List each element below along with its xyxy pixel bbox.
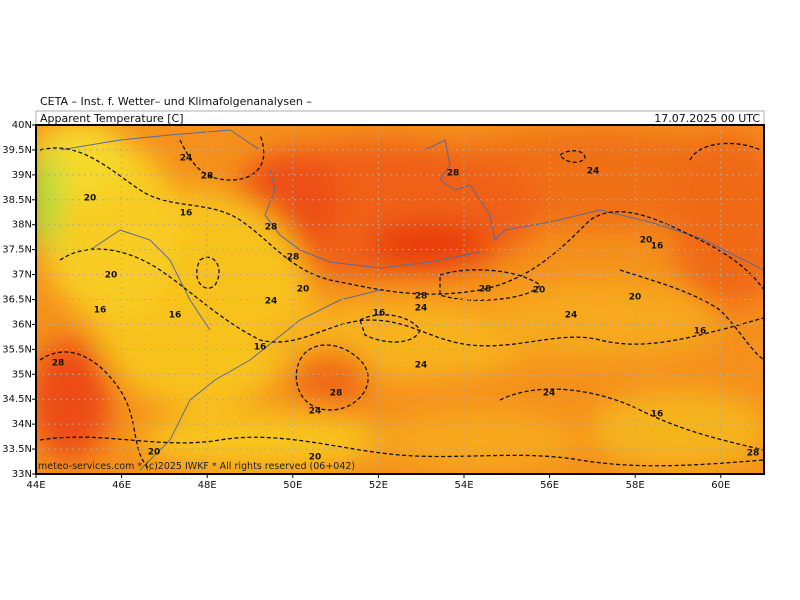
contour-label: 24 [565, 311, 578, 321]
contour-label: 28 [52, 359, 65, 369]
contour-label: 20 [309, 453, 322, 463]
lat-label: 38.5N [2, 195, 32, 206]
contour-label: 16 [694, 327, 707, 337]
contour-label: 16 [254, 343, 267, 353]
contour-label: 20 [297, 285, 310, 295]
contour-label: 24 [265, 297, 278, 307]
contour-label: 24 [587, 167, 600, 177]
contour-label: 20 [533, 286, 546, 296]
lat-label: 35N [12, 369, 32, 380]
contour-label: 28 [415, 292, 428, 302]
lon-label: 54E [454, 480, 473, 491]
field [36, 125, 764, 474]
coastlines [59, 129, 764, 471]
contour-label: 16 [651, 242, 664, 252]
contour-label: 16 [373, 309, 386, 319]
contour-label: 20 [640, 236, 653, 246]
lat-label: 33.5N [2, 444, 32, 455]
subtitle: Apparent Temperature [C] [40, 112, 184, 125]
lon-label: 58E [626, 480, 645, 491]
lat-label: 33N [12, 469, 32, 480]
lat-label: 38N [12, 220, 32, 231]
contour-label: 28 [479, 285, 492, 295]
header-title: CETA – Inst. f. Wetter– und Klimafolgena… [40, 95, 312, 108]
contour-label: 28 [265, 223, 278, 233]
lat-label: 37N [12, 270, 32, 281]
lat-label: 35.5N [2, 344, 32, 355]
date: 17.07.2025 00 UTC [654, 112, 760, 125]
lon-label: 56E [540, 480, 559, 491]
lat-label: 36.5N [2, 295, 32, 306]
contour-label: 24 [543, 389, 556, 399]
contour-label: 24 [415, 304, 428, 314]
lon-label: 46E [112, 480, 131, 491]
map-frame [35, 124, 765, 475]
contour-label: 28 [201, 172, 214, 182]
credit: meteo-services.com * (c)2025 IWKF * All … [38, 461, 355, 472]
lat-label: 37.5N [2, 245, 32, 256]
contour-label: 20 [105, 271, 118, 281]
contour-label: 20 [148, 448, 161, 458]
contour-label: 20 [84, 194, 97, 204]
contour-label: 28 [447, 169, 460, 179]
lat-label: 34N [12, 419, 32, 430]
contour-label: 16 [94, 306, 107, 316]
contour-label: 28 [330, 389, 343, 399]
contour-label: 24 [180, 154, 193, 164]
lon-label: 52E [369, 480, 388, 491]
lat-label: 34.5N [2, 394, 32, 405]
lon-label: 48E [198, 480, 217, 491]
lat-label: 36N [12, 319, 32, 330]
contour-label: 16 [651, 410, 664, 420]
lat-label: 39.5N [2, 145, 32, 156]
contour-label: 28 [747, 449, 760, 459]
contour-label: 24 [309, 407, 322, 417]
contour-label: 20 [629, 293, 642, 303]
contour-label: 16 [180, 209, 193, 219]
lon-label: 60E [711, 480, 730, 491]
contour-label: 28 [287, 253, 300, 263]
lon-label: 44E [26, 480, 45, 491]
lat-label: 40N [12, 120, 32, 131]
lon-label: 50E [283, 480, 302, 491]
contour-label: 16 [169, 311, 182, 321]
contour-label: 24 [415, 361, 428, 371]
lat-label: 39N [12, 170, 32, 181]
contours [39, 134, 764, 471]
